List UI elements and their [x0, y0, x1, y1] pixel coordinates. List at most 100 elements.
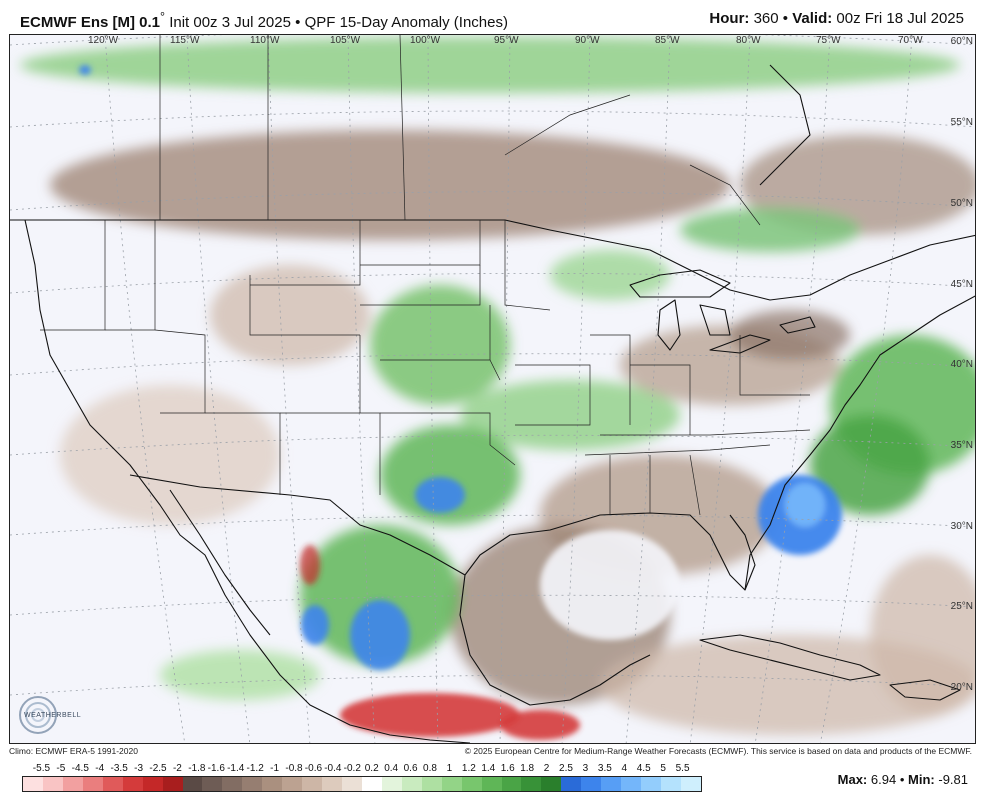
lake-ontario [779, 316, 816, 334]
colorbar-tick-label: 5.5 [675, 763, 690, 774]
copyright-note: © 2025 European Centre for Medium-Range … [464, 746, 972, 756]
colorbar-tick-label: 3.5 [597, 763, 612, 774]
degree-symbol: ° [160, 10, 166, 24]
lake-huron [699, 304, 731, 336]
colorbar-segment [441, 777, 462, 791]
colorbar-segment [302, 777, 323, 791]
colorbar-tick-label: 0.8 [423, 763, 437, 774]
colorbar-segment [122, 777, 143, 791]
colorbar-tick-label: 1.6 [500, 763, 515, 774]
colorbar-segment [162, 777, 183, 791]
hudson-bay-coast [759, 64, 811, 186]
mexico-gulf-coast [459, 574, 651, 706]
colorbar-segment [222, 777, 243, 791]
map-title: ECMWF Ens [M] 0.1° Init 00z 3 Jul 2025 •… [20, 10, 508, 31]
colorbar-tick-label: -1.2 [246, 763, 264, 774]
wet-anomaly-centers [79, 65, 842, 670]
init-time: Init 00z 3 Jul 2025 [169, 14, 291, 31]
lat-label-20n: 20°N [950, 682, 973, 693]
header: ECMWF Ens [M] 0.1° Init 00z 3 Jul 2025 •… [0, 0, 984, 34]
colorbar-tick-label: -4.5 [71, 763, 89, 774]
colorbar-segment [23, 777, 43, 791]
colorbar-tick-label: -3 [134, 763, 144, 774]
max-min-stats: Max: 6.94 • Min: -9.81 [838, 772, 968, 787]
colorbar-segment [521, 777, 542, 791]
lon-label-75w: 75°W [816, 35, 841, 46]
map-panel: 120°W 115°W 110°W 105°W 100°W 95°W 90°W … [9, 34, 976, 744]
map-canvas [10, 35, 975, 743]
colorbar-segment [621, 777, 642, 791]
colorbar-segment [42, 777, 63, 791]
lon-label-85w: 85°W [655, 35, 680, 46]
colorbar-tick-label: 5 [660, 763, 666, 774]
colorbar-tick-label: 1 [446, 763, 453, 774]
colorbar-tick-label: -1 [270, 763, 280, 774]
colorbar-tick-label: 2.5 [559, 763, 573, 774]
lat-label-60n: 60°N [950, 36, 973, 47]
colorbar-tick-label: -5.5 [32, 763, 51, 774]
lon-label-120w: 120°W [88, 35, 119, 46]
lon-label-115w: 115°W [170, 35, 200, 46]
colorbar-tick-label: 4.5 [636, 763, 651, 774]
colorbar-tick-label: -1.4 [227, 763, 245, 774]
lon-label-110w: 110°W [250, 35, 280, 46]
colorbar-segment [282, 777, 303, 791]
colorbar-segment [481, 777, 502, 791]
colorbar-tick-label: -0.6 [304, 763, 323, 774]
canada-us-border [10, 219, 975, 301]
colorbar-tick-label: -0.4 [324, 763, 342, 774]
colorbar-segment [561, 777, 582, 791]
colorbar-segment [461, 777, 482, 791]
colorbar-tick-label: 0.4 [384, 763, 399, 774]
lat-label-55n: 55°N [950, 117, 973, 128]
valid-bullet: • [782, 10, 789, 27]
colorbar-tick-label: 3 [582, 763, 589, 774]
colorbar-tick-label: -4 [95, 763, 105, 774]
gulf-atlantic-coast [464, 295, 975, 591]
title-bullet: • [295, 14, 301, 31]
colorbar-tick-label: 1.8 [520, 763, 535, 774]
lat-label-30n: 30°N [950, 521, 973, 532]
lake-erie [709, 334, 771, 354]
lat-label-35n: 35°N [950, 440, 973, 451]
colorbar-tick-label: -3.5 [110, 763, 128, 774]
min-label: Min: [908, 772, 935, 787]
lon-label-95w: 95°W [494, 35, 519, 46]
lon-label-100w: 100°W [410, 35, 441, 46]
colorbar-tick-label: -1.8 [188, 763, 206, 774]
colorbar-segment [421, 777, 442, 791]
colorbar-segment [641, 777, 661, 791]
us-mexico-border [129, 474, 466, 576]
lon-label-105w: 105°W [330, 35, 361, 46]
colorbar-tick-label: -0.8 [285, 763, 303, 774]
colorbar-tick-label: 1.4 [481, 763, 496, 774]
hispaniola [889, 679, 961, 701]
baja-california [169, 489, 271, 636]
colorbar-tick-label: 4 [621, 763, 628, 774]
colorbar-tick-labels: -5.5 -5 -4.5 -4 -3.5 -3 -2.5 -2 -1.8 -1.6 -1.4 -1.2… [22, 763, 702, 775]
lon-label-80w: 80°W [736, 35, 761, 46]
lat-label-40n: 40°N [950, 359, 973, 370]
colorbar-segment [661, 777, 681, 791]
colorbar [22, 776, 702, 792]
lon-label-70w: 70°W [898, 35, 923, 46]
pacific-coastline [24, 219, 471, 743]
valid-value: 00z Fri 18 Jul 2025 [836, 10, 964, 27]
colorbar-segment [322, 777, 342, 791]
colorbar-tick-label: -5 [56, 763, 66, 774]
valid-label: Valid: [792, 10, 833, 27]
logo-text: WEATHERBELL [24, 712, 82, 719]
model-name: ECMWF Ens [M] [20, 14, 135, 31]
lake-superior [629, 269, 731, 298]
florida [729, 514, 756, 591]
colorbar-tick-label: -2.5 [149, 763, 167, 774]
graticule [10, 35, 975, 743]
colorbar-segment [680, 777, 701, 791]
colorbar-segment [102, 777, 123, 791]
model-resolution: 0.1 [139, 14, 161, 31]
colorbar-segment [361, 777, 382, 791]
anomaly-field [20, 37, 975, 735]
colorbar-tick-label: -1.6 [207, 763, 225, 774]
colorbar-segment [581, 777, 602, 791]
lat-label-25n: 25°N [950, 601, 973, 612]
